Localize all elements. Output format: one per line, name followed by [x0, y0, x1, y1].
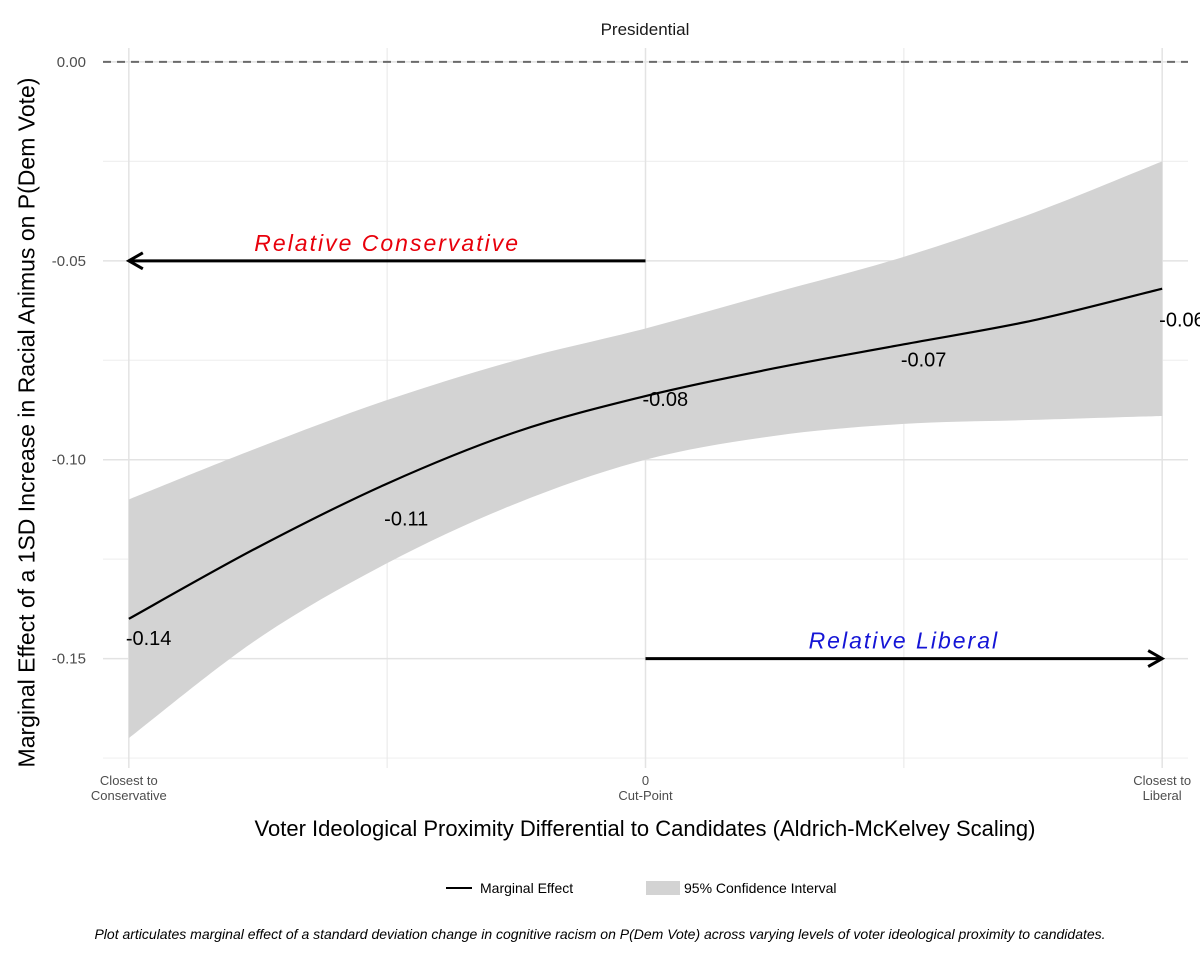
relative-conservative-label: Relative Conservative	[254, 230, 520, 256]
data-label: -0.07	[901, 349, 947, 371]
y-tick-label: -0.15	[52, 651, 86, 668]
x-tick-label: Closest to	[100, 773, 158, 788]
y-axis-title: Marginal Effect of a 1SD Increase in Rac…	[13, 77, 40, 768]
x-tick-label: Conservative	[91, 788, 167, 803]
annotation-arrow-head	[1147, 649, 1166, 668]
confidence-ribbon-layer	[128, 161, 1163, 739]
x-tick-label: Liberal	[1143, 788, 1182, 803]
chart-title: Presidential	[600, 20, 690, 39]
x-axis-title: Voter Ideological Proximity Differential…	[254, 816, 1036, 841]
y-tick-label: 0.00	[57, 54, 86, 71]
annotation-arrow-head	[125, 251, 144, 271]
legend-item-confidence-interval: 95% Confidence Interval	[646, 880, 837, 896]
marginal-effect-line	[128, 287, 1163, 620]
legend-label-confidence-interval: 95% Confidence Interval	[684, 880, 837, 896]
legend: Marginal Effect 95% Confidence Interval	[0, 880, 1200, 904]
x-tick-label: Cut-Point	[618, 788, 673, 803]
legend-line-swatch	[446, 887, 472, 889]
data-label: -0.14	[126, 628, 172, 650]
data-label: -0.11	[384, 508, 428, 530]
y-tick-label: -0.10	[52, 452, 86, 469]
annotation-layer: Relative Conservative Relative Liberal	[125, 230, 1166, 668]
y-tick-label: -0.05	[52, 253, 86, 270]
x-tick-label: Closest to	[1133, 773, 1191, 788]
legend-fill-swatch	[646, 881, 680, 895]
legend-label-marginal-effect: Marginal Effect	[480, 880, 574, 896]
relative-liberal-label: Relative Liberal	[809, 628, 1000, 654]
data-label: -0.06	[1159, 310, 1200, 332]
legend-item-marginal-effect: Marginal Effect	[446, 880, 573, 896]
chart-caption: Plot articulates marginal effect of a st…	[94, 926, 1106, 942]
marginal-effect-line-layer	[128, 287, 1163, 620]
confidence-interval-band	[128, 161, 1163, 739]
data-label: -0.08	[643, 389, 689, 411]
data-label-layer: -0.14 -0.11 -0.08 -0.07 -0.06	[126, 310, 1200, 650]
x-tick-label: 0	[642, 773, 649, 788]
